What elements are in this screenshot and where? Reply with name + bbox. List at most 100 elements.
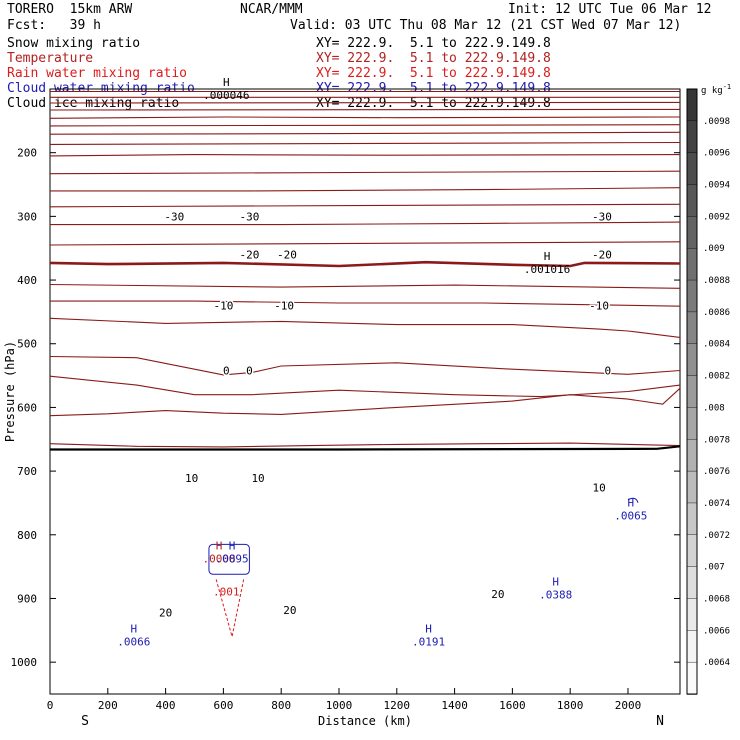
extremum-value-label: .0008 [202,553,235,566]
colorbar-swatch [686,502,698,536]
colorbar-tick-label: .0072 [703,531,730,541]
contour-value-label: 20 [283,604,296,617]
contour-value-label: -10 [589,300,609,313]
y-tick-label: 500 [17,338,37,351]
contour-value-label: -10 [274,300,294,313]
init-label: Init: 12 UTC Tue 06 Mar 12 [508,2,712,17]
contour-value-label: -20 [277,249,297,262]
field-name-temperature: Temperature [7,51,94,66]
extremum-value-label: .0065 [614,509,647,522]
extremum-marker: H [544,250,551,263]
temperature-contour-line [50,187,681,192]
temperature-contour-line [49,154,681,157]
field-name-snow: Snow mixing ratio [7,36,141,51]
colorbar-tick-label: .0088 [703,276,730,286]
colorbar-tick-label: .0084 [703,340,730,350]
temperature-contour-line [49,283,681,289]
extremum-marker: H [216,540,223,553]
colorbar-tick-label: .0076 [703,467,730,477]
x-tick-label: 1800 [557,699,584,712]
org-label: NCAR/MMM [240,2,303,17]
contour-value-label: -30 [239,210,259,223]
extremum-marker: H [130,622,137,635]
x-tick-label: 800 [271,699,291,712]
colorbar-swatch [686,598,698,632]
colorbar-swatch [686,661,698,695]
colorbar-tick-label: .0078 [703,435,730,445]
extremum-value-label: .0191 [412,635,445,648]
field-name-cloud-ice: Cloud ice mixing ratio [7,96,180,111]
contour-value-label: 0 [246,364,253,377]
colorbar-swatch [686,375,698,409]
colorbar-tick-label: .0074 [703,499,730,509]
y-tick-label: 300 [17,210,37,223]
contour-value-label: -20 [592,249,612,262]
temperature-contour-line [49,203,681,208]
colorbar-swatch [686,407,698,440]
y-tick-label: 400 [17,274,37,287]
temperature-contour-line [49,108,681,111]
contour-value-label: 20 [491,588,504,601]
x-tick-label: 1000 [326,699,353,712]
colorbar-unit-label: g kg-1 [701,83,731,96]
extremum-value-label: .000046 [203,89,249,102]
colorbar-swatch [686,152,698,186]
south-end-label: S [81,714,89,729]
colorbar-tick-label: .0082 [703,372,730,382]
extremum-marker: H [425,622,432,635]
colorbar-tick-label: .0066 [703,626,730,636]
contour-value-label: 0 [604,364,611,377]
colorbar-frame [686,88,698,695]
contour-value-label: -30 [164,210,184,223]
colorbar-swatch [686,216,698,249]
plot-frame [49,88,681,695]
x-tick-label: 1200 [384,699,411,712]
x-tick-label: 1600 [499,699,526,712]
x-tick-label: 1400 [441,699,468,712]
model-label: TORERO 15km ARW [7,2,133,17]
x-tick-label: 2000 [615,699,642,712]
surface-line [50,445,681,451]
field-xy-temperature: XY= 222.9. 5.1 to 222.9.149.8 [316,51,551,66]
contour-value-label: -20 [239,249,259,262]
extremum-value-label: .0095 [216,553,249,566]
extremum-marker: H [223,76,230,89]
colorbar-tick-label: .008 [703,403,725,413]
contour-value-label: -10 [213,300,233,313]
temperature-contour-line [49,442,681,448]
temperature-contour-line [49,387,681,417]
colorbar-swatch [686,630,698,663]
temperature-contour-line [50,221,681,226]
colorbar-tick-label: .007 [703,563,725,573]
x-tick-label: 0 [47,699,54,712]
y-tick-label: 200 [17,147,37,160]
cloud-water-contour [208,543,250,575]
contour-value-label: 20 [159,606,172,619]
extremum-marker: H [552,575,559,588]
extremum-value-label: .0066 [117,635,150,648]
extremum-marker: H [229,540,236,553]
contour-value-label: 0 [223,364,230,377]
y-axis-title: Pressure (hPa) [3,341,17,442]
extremum-value-label: .0388 [539,588,572,601]
x-tick-label: 200 [98,699,118,712]
north-end-label: N [656,714,664,729]
cloud-water-contour [627,497,639,503]
contour-value-label: 10 [185,472,198,485]
y-tick-label: 1000 [11,656,38,669]
temperature-contour-line [49,355,681,376]
field-xy-snow: XY= 222.9. 5.1 to 222.9.149.8 [316,36,551,51]
colorbar-tick-label: .0098 [703,117,730,127]
x-tick-label: 600 [213,699,233,712]
contour-value-label: 10 [592,482,605,495]
colorbar-tick-label: .0092 [703,212,730,222]
colorbar-swatch [686,120,698,154]
colorbar-swatch [686,88,698,122]
temperature-contour-line [49,116,681,119]
field-name-rain: Rain water mixing ratio [7,66,188,81]
field-xy-rain: XY= 222.9. 5.1 to 222.9.149.8 [316,66,551,81]
extremum-marker: H [628,496,635,509]
temperature-contour-line [50,300,681,307]
colorbar-tick-label: .0094 [703,181,730,191]
